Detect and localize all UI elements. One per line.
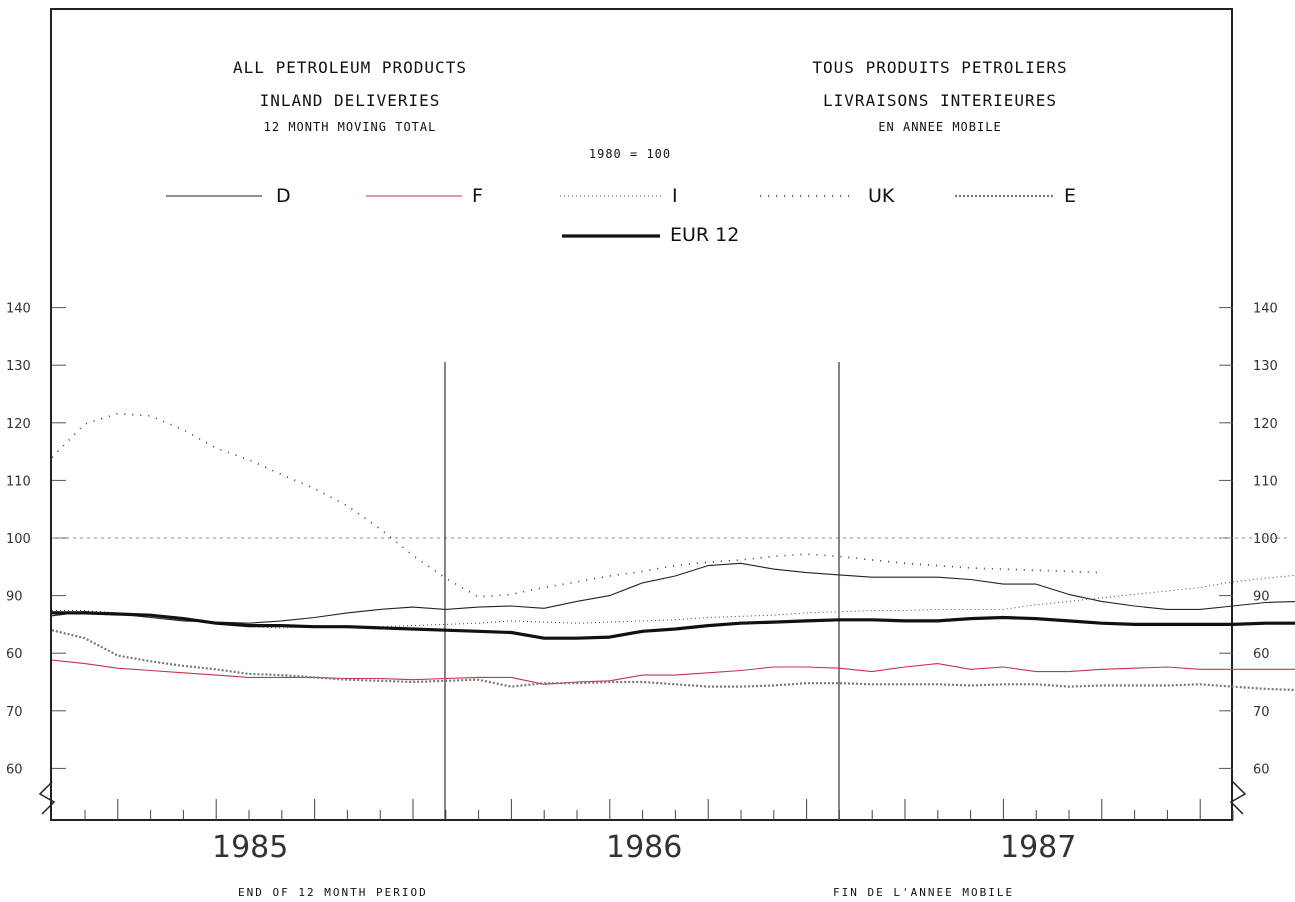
chart-note-fr: EN ANNEE MOBILE xyxy=(878,120,1002,134)
y-tick-label-left: 130 xyxy=(6,359,31,374)
y-tick-label-left: 120 xyxy=(6,417,31,432)
y-tick-label-left: 90 xyxy=(6,590,23,605)
legend-label-uk: UK xyxy=(868,185,895,207)
series-line-uk xyxy=(51,412,1102,598)
axis-break-left xyxy=(38,781,56,815)
series-line-eur12 xyxy=(52,611,1295,640)
legend-label-f: F xyxy=(472,185,483,207)
base-year-note: 1980 = 100 xyxy=(588,147,672,161)
y-tick-label-right: 140 xyxy=(1253,302,1278,317)
y-tick-label-right: 90 xyxy=(1253,590,1270,605)
y-tick-label-right: 110 xyxy=(1253,474,1278,489)
legend-label-i: I xyxy=(672,185,678,207)
year-label-1986: 1986 xyxy=(606,830,683,865)
y-tick-label-right: 130 xyxy=(1253,359,1278,374)
axis-break-right xyxy=(1229,781,1247,815)
series-line-i xyxy=(52,574,1295,629)
legend-label-e: E xyxy=(1064,185,1077,207)
year-label-1985: 1985 xyxy=(212,830,289,865)
y-tick-label-right: 70 xyxy=(1253,705,1270,720)
legend-label-d: D xyxy=(276,185,291,207)
y-tick-label-left: 60 xyxy=(6,762,23,777)
chart-frame xyxy=(50,8,1233,821)
x-axis-label-fr: FIN DE L'ANNEE MOBILE xyxy=(833,886,1015,899)
y-tick-label-left: 110 xyxy=(6,474,31,489)
series-line-f xyxy=(51,659,1295,685)
chart-note-en: 12 MONTH MOVING TOTAL xyxy=(263,120,437,134)
series-line-d xyxy=(51,562,1295,624)
y-tick-label-left: 60 xyxy=(6,647,23,662)
y-tick-label-left: 70 xyxy=(6,705,23,720)
y-tick-label-right: 60 xyxy=(1253,762,1270,777)
chart-subtitle-fr: LIVRAISONS INTERIEURES xyxy=(823,91,1057,110)
y-tick-label-left: 140 xyxy=(6,302,31,317)
chart-title-en: ALL PETROLEUM PRODUCTS xyxy=(233,58,467,77)
y-tick-label-right: 100 xyxy=(1253,532,1278,547)
y-tick-label-right: 60 xyxy=(1253,647,1270,662)
year-label-1987: 1987 xyxy=(1000,830,1077,865)
x-axis-label-en: END OF 12 MONTH PERIOD xyxy=(238,886,428,899)
chart-title-fr: TOUS PRODUITS PETROLIERS xyxy=(812,58,1068,77)
y-tick-label-right: 120 xyxy=(1253,417,1278,432)
y-tick-label-left: 100 xyxy=(6,532,31,547)
legend-label-eur12: EUR 12 xyxy=(670,224,740,246)
series-line-e xyxy=(51,629,1295,692)
chart-subtitle-en: INLAND DELIVERIES xyxy=(259,91,441,110)
